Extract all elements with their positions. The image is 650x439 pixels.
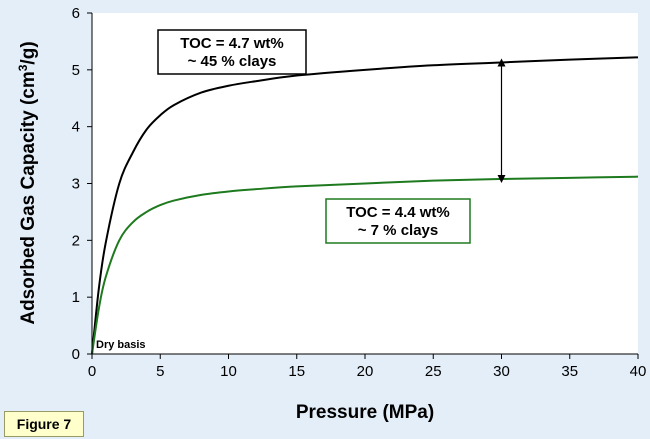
y-axis-title: Adsorbed Gas Capacity (cm3/g) [16, 41, 39, 324]
series-line-2 [91, 175, 639, 355]
annotation-box-high-clay: TOC = 4.7 wt% ~ 45 % clays [157, 29, 307, 75]
series-layer [91, 56, 639, 355]
x-tick-label-40: 40 [630, 363, 647, 380]
annotation-box-low-clay-frame [325, 198, 471, 244]
y-tick-label-6: 6 [72, 5, 80, 22]
annotation-box-low-clay: TOC = 4.4 wt% ~ 7 % clays [325, 198, 471, 244]
x-tick-label-5: 5 [156, 363, 164, 380]
x-tick-label-35: 35 [561, 363, 578, 380]
y-tick-label-0: 0 [72, 346, 80, 363]
y-tick-label-2: 2 [72, 232, 80, 249]
annotation-toc-low-clay: TOC = 4.4 wt% [346, 204, 450, 221]
y-tick-label-5: 5 [72, 62, 80, 79]
annotation-clay-low: ~ 7 % clays [358, 222, 438, 239]
x-tick-label-30: 30 [493, 363, 510, 380]
x-tick-label-15: 15 [288, 363, 305, 380]
ticks-layer: 0 5 10 15 20 25 30 35 40 0 1 2 3 4 5 6 [72, 5, 647, 380]
y-tick-label-1: 1 [72, 289, 80, 306]
x-tick-label-10: 10 [220, 363, 237, 380]
x-tick-label-20: 20 [357, 363, 374, 380]
x-axis-title: Pressure (MPa) [296, 402, 434, 423]
dry-basis-note: Dry basis [96, 339, 146, 351]
figure-label: Figure 7 [4, 411, 84, 437]
y-tick-label-3: 3 [72, 176, 80, 193]
series-line-1 [91, 56, 639, 355]
x-tick-label-0: 0 [88, 363, 96, 380]
annotation-box-high-clay-frame [157, 29, 307, 75]
x-tick-label-25: 25 [425, 363, 442, 380]
annotation-clay-high: ~ 45 % clays [188, 53, 277, 70]
annotation-toc-high-clay: TOC = 4.7 wt% [180, 35, 284, 52]
y-tick-label-4: 4 [72, 119, 80, 136]
